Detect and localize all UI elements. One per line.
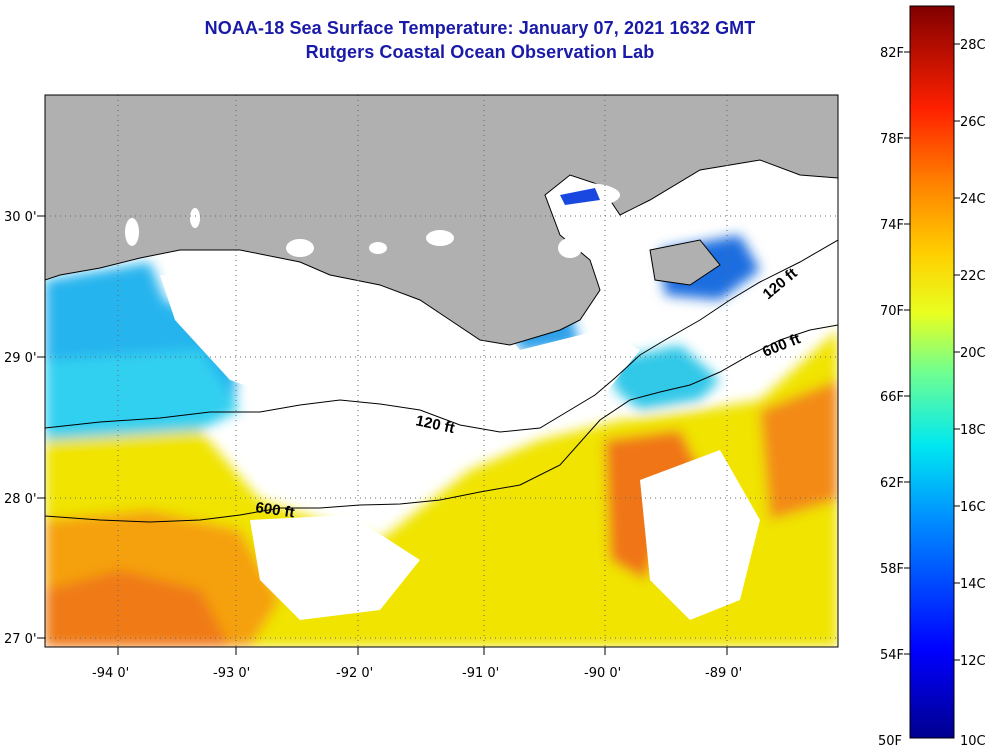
colorbar-label-24c: 24C: [960, 192, 986, 207]
bay-white-1: [558, 238, 582, 258]
lon-label-92: -92 0': [336, 666, 373, 681]
colorbar-label-50f: 50F: [878, 734, 902, 749]
colorbar: [909, 5, 955, 739]
land-mass: [45, 95, 838, 346]
east-cloud-gap: [640, 450, 760, 620]
colorbar-label-58f: 58F: [880, 562, 904, 577]
lake-pontchartrain-cold: [560, 188, 600, 205]
colorbar-label-54f: 54F: [880, 648, 904, 663]
contour-600ft: [45, 324, 838, 523]
colorbar-label-16c: 16C: [960, 500, 986, 515]
colorbar-label-78f: 78F: [880, 132, 904, 147]
colorbar-label-10c: 10C: [960, 734, 986, 749]
map-frame: [44, 94, 839, 648]
bay-white-3: [125, 218, 139, 246]
map-subtitle: Rutgers Coastal Ocean Observation Lab: [305, 42, 655, 62]
colorbar-label-82f: 82F: [880, 46, 904, 61]
lon-label-91: -91 0': [462, 666, 499, 681]
colorbar-label-18c: 18C: [960, 423, 986, 438]
lon-label-89: -89 0': [705, 666, 742, 681]
colorbar-label-74f: 74F: [880, 218, 904, 233]
bay-white-4: [190, 208, 200, 228]
map-title: NOAA-18 Sea Surface Temperature: January…: [204, 18, 756, 38]
colorbar-label-20c: 20C: [960, 346, 986, 361]
colorbar-label-28c: 28C: [960, 38, 986, 53]
colorbar-label-26c: 26C: [960, 115, 986, 130]
colorbar-label-62f: 62F: [880, 476, 904, 491]
colorbar-label-12c: 12C: [960, 654, 986, 669]
contour-120ft: [45, 239, 838, 433]
colorbar-label-22c: 22C: [960, 269, 986, 284]
cool-water-delta: [610, 345, 720, 410]
colorbar-label-14c: 14C: [960, 577, 986, 592]
lat-label-29: 29 0': [4, 351, 37, 366]
contour-label-600ft-west: 600 ft: [254, 499, 295, 521]
colorbar-label-66f: 66F: [880, 390, 904, 405]
lat-label-28: 28 0': [4, 492, 37, 507]
lat-label-30: 30 0': [4, 210, 37, 225]
map-grid: [45, 95, 838, 647]
hot-water-west-core: [45, 570, 230, 647]
hot-water-far-east: [760, 380, 838, 520]
shelf-cloud-gap: [160, 270, 640, 440]
delta-land: [649, 239, 721, 286]
lat-label-27: 27 0': [4, 632, 37, 647]
bay-white-5: [426, 230, 454, 246]
lon-label-93: -93 0': [213, 666, 250, 681]
cool-water-west: [45, 350, 240, 440]
lon-label-94: -94 0': [92, 666, 129, 681]
south-cloud-gap: [250, 515, 420, 620]
colorbar-label-70f: 70F: [880, 304, 904, 319]
bay-white-6: [369, 242, 387, 254]
bay-white-2: [286, 239, 314, 257]
lon-label-90: -90 0': [584, 666, 621, 681]
colorbar-ticks: [904, 43, 960, 661]
axis-ticks: [37, 215, 728, 655]
